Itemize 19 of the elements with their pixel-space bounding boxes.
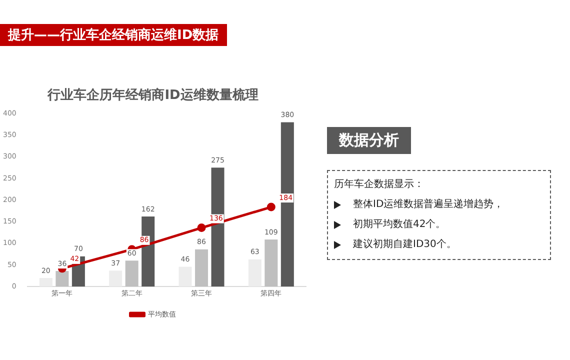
bar	[280, 122, 294, 287]
bar	[109, 270, 122, 287]
text: 初期平均数值42个。	[353, 218, 446, 232]
bar	[56, 271, 69, 287]
bar	[211, 168, 224, 287]
text: 提升——行业车企经销商运维ID数据	[0, 24, 227, 46]
bar	[39, 278, 52, 287]
chart-title: 行业车企历年经销商ID运维数量梳理	[46, 87, 258, 104]
bar	[248, 259, 262, 287]
bar	[264, 239, 278, 287]
text: 整体ID运维数据普遍呈递增趋势，	[353, 198, 504, 212]
bar	[178, 266, 192, 287]
bar	[125, 260, 138, 287]
text: 建议初期自建ID30个。	[353, 238, 456, 252]
text: 历年车企数据显示：	[334, 178, 425, 192]
bar	[195, 249, 208, 287]
point	[266, 202, 276, 212]
text: 数据分析	[327, 127, 411, 154]
point	[197, 224, 206, 232]
